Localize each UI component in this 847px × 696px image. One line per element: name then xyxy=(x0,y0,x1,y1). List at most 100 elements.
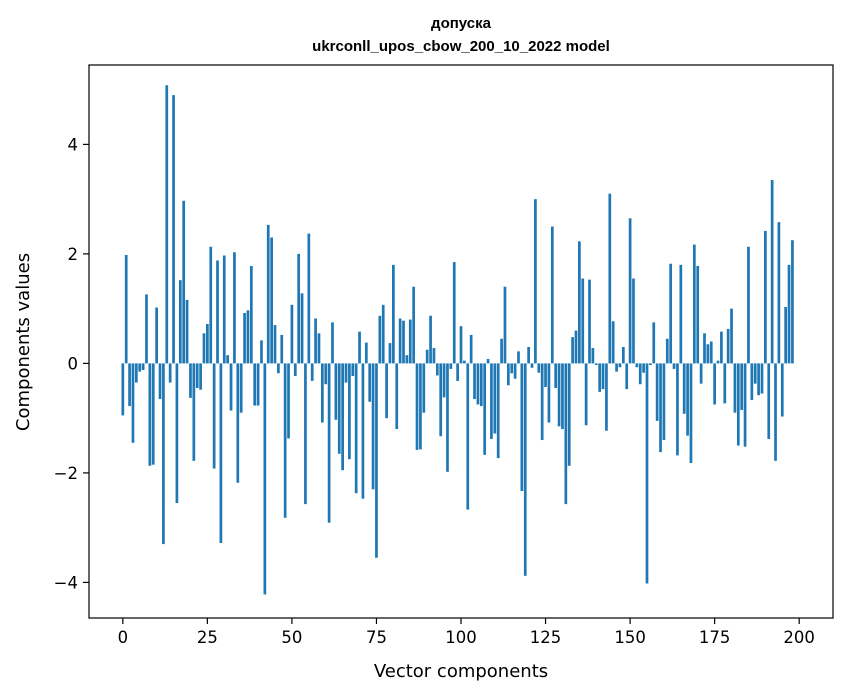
bar xyxy=(317,333,321,364)
bar xyxy=(236,363,240,483)
bar xyxy=(209,246,213,364)
bar xyxy=(219,363,223,543)
bar xyxy=(638,363,642,385)
bar xyxy=(226,355,230,364)
bar xyxy=(202,333,206,364)
bar xyxy=(412,286,416,364)
bar xyxy=(134,363,138,383)
bar xyxy=(554,363,558,389)
bar xyxy=(615,363,618,372)
bar xyxy=(500,338,503,364)
bar xyxy=(767,363,771,439)
bar xyxy=(175,363,179,504)
bar xyxy=(490,363,493,439)
bar xyxy=(676,363,679,456)
bar xyxy=(439,363,443,437)
bar xyxy=(162,363,165,545)
bar xyxy=(212,363,216,469)
bar xyxy=(398,318,402,364)
bar xyxy=(229,363,233,411)
bar xyxy=(456,363,459,381)
bar xyxy=(736,363,740,446)
y-tick-label: 4 xyxy=(68,135,79,154)
x-tick-label: 25 xyxy=(197,628,218,647)
bar xyxy=(192,363,196,461)
bar xyxy=(652,322,656,364)
bar xyxy=(138,363,142,372)
bar xyxy=(520,363,524,491)
x-tick-label: 50 xyxy=(281,628,302,647)
bar xyxy=(405,355,409,364)
bar xyxy=(608,193,612,364)
bar xyxy=(733,363,737,413)
bar xyxy=(172,95,175,364)
bar xyxy=(189,363,192,398)
bar xyxy=(473,363,476,399)
bar xyxy=(368,363,372,402)
bar xyxy=(151,363,155,465)
bar xyxy=(388,343,392,364)
bar xyxy=(770,179,774,364)
bar xyxy=(185,299,189,364)
bar xyxy=(415,363,419,450)
bar xyxy=(547,363,551,423)
bar xyxy=(314,318,317,364)
bar xyxy=(195,363,199,389)
bar xyxy=(324,363,328,385)
bar xyxy=(293,363,297,376)
bar xyxy=(584,363,588,426)
bar xyxy=(273,325,277,364)
bar xyxy=(753,363,757,384)
bar xyxy=(493,363,497,434)
bar xyxy=(611,321,615,364)
bar xyxy=(740,363,744,410)
bar xyxy=(145,294,148,364)
bar xyxy=(446,363,449,472)
bar xyxy=(182,200,186,364)
bar xyxy=(463,360,466,364)
bar xyxy=(591,348,595,364)
bar xyxy=(124,254,128,364)
bar xyxy=(510,363,514,374)
bar xyxy=(720,331,723,364)
bar xyxy=(283,363,287,518)
bar xyxy=(537,363,541,373)
bar xyxy=(310,363,314,381)
bar xyxy=(571,337,574,364)
bar xyxy=(787,264,791,364)
bar xyxy=(155,307,158,364)
bar xyxy=(662,363,666,441)
bar xyxy=(476,363,480,405)
bar xyxy=(723,363,727,404)
bar xyxy=(341,363,344,471)
bar xyxy=(679,264,683,364)
bar xyxy=(381,304,385,364)
bar xyxy=(266,224,270,364)
bar xyxy=(682,363,686,414)
bar xyxy=(466,363,470,510)
bar xyxy=(344,363,348,383)
bar xyxy=(260,340,263,364)
bar xyxy=(527,346,530,364)
bar xyxy=(513,363,517,379)
bar xyxy=(452,262,456,364)
bar xyxy=(449,363,453,369)
bar xyxy=(567,363,571,466)
y-axis-label: Components values xyxy=(13,253,34,431)
bar xyxy=(642,363,645,373)
bar xyxy=(337,363,341,454)
bar xyxy=(692,244,696,364)
bar xyxy=(726,328,730,364)
bar xyxy=(574,330,578,364)
y-tick-label: −2 xyxy=(54,464,78,483)
bar xyxy=(168,363,172,383)
bar xyxy=(435,363,439,376)
bar xyxy=(256,363,260,406)
x-tick-label: 175 xyxy=(699,628,731,647)
bar xyxy=(550,226,554,364)
bar xyxy=(128,363,131,407)
x-axis-label: Vector components xyxy=(374,661,548,682)
bar xyxy=(222,255,226,364)
bar xyxy=(320,363,324,423)
